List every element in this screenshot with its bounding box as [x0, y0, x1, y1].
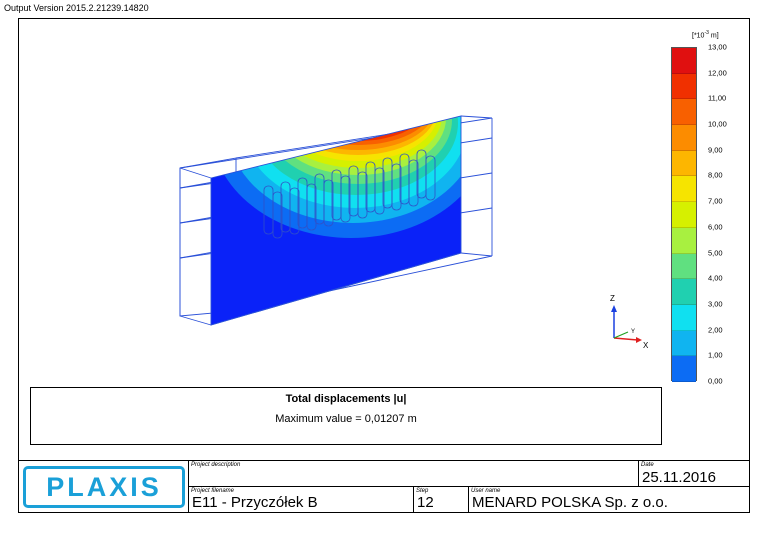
- divider: [189, 486, 749, 487]
- color-scale-segment: [672, 99, 696, 126]
- color-scale-segment: [672, 304, 696, 331]
- color-scale-segment: [672, 279, 696, 305]
- color-scale-label: 9,00: [708, 145, 723, 155]
- maximum-value: Maximum value = 0,01207 m: [275, 413, 417, 425]
- color-scale-segment: [672, 125, 696, 151]
- date-value: 25.11.2016: [642, 469, 716, 486]
- date-cell: Date 25.11.2016: [638, 461, 749, 487]
- color-scale-segment: [672, 253, 696, 280]
- front-wireframe: [179, 115, 493, 326]
- color-scale-label: 10,00: [708, 119, 727, 129]
- color-scale-label: 3,00: [708, 299, 723, 309]
- color-scale-segment: [672, 176, 696, 203]
- color-scale-label: 1,00: [708, 350, 723, 360]
- axis-y-label: Y: [631, 329, 635, 335]
- axis-z-label: Z: [610, 294, 615, 303]
- color-scale-segment: [672, 73, 696, 100]
- color-scale-segment: [672, 202, 696, 228]
- user-name: MENARD POLSKA Sp. z o.o.: [472, 494, 668, 511]
- project-filename-cell: Project filename E11 - Przyczółek B: [188, 487, 413, 512]
- axes-triad: [611, 305, 642, 343]
- title-block: PLAXIS Project description Date 25.11.20…: [18, 460, 750, 513]
- color-scale-segment: [672, 227, 696, 254]
- color-scale-label: 8,00: [708, 170, 723, 180]
- plaxis-logo: PLAXIS: [23, 466, 185, 508]
- color-scale-label: 12,00: [708, 68, 727, 78]
- result-title: Total displacements |u|: [285, 393, 407, 405]
- color-scale-label: 0,00: [708, 376, 723, 386]
- project-filename: E11 - Przyczółek B: [192, 494, 318, 511]
- piles: [263, 149, 436, 239]
- color-scale-segment: [672, 330, 696, 357]
- user-name-cell: User name MENARD POLSKA Sp. z o.o.: [468, 487, 749, 512]
- step-value: 12: [417, 494, 434, 511]
- output-version: Output Version 2015.2.21239.14820: [4, 3, 149, 13]
- color-scale-label: 11,00: [708, 93, 727, 103]
- axis-x-label: X: [643, 341, 649, 350]
- legend-unit: [*10-3 m]: [692, 30, 719, 40]
- result-title-box: Total displacements |u| Maximum value = …: [30, 387, 662, 445]
- displacement-contour: [211, 116, 461, 325]
- model-view[interactable]: Z Y X: [18, 18, 750, 458]
- project-description-cell: Project description: [188, 461, 638, 487]
- step-cell: Step 12: [413, 487, 468, 512]
- color-scale-segment: [672, 48, 696, 74]
- color-scale-label: 5,00: [708, 248, 723, 258]
- color-scale-segment: [672, 150, 696, 177]
- color-scale-label: 13,00: [708, 42, 727, 52]
- color-scale-label: 7,00: [708, 196, 723, 206]
- color-scale-segment: [672, 356, 696, 382]
- color-scale-label: 4,00: [708, 273, 723, 283]
- color-scale: [671, 47, 697, 382]
- color-scale-label: 2,00: [708, 325, 723, 335]
- color-scale-label: 6,00: [708, 222, 723, 232]
